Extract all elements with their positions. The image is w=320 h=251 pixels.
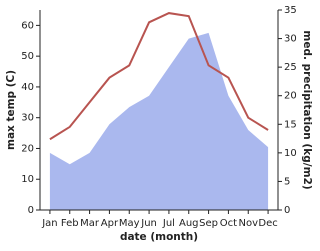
x-tick-label: Sep xyxy=(199,218,218,229)
x-tick-label: Apr xyxy=(101,218,119,229)
y2-axis-label: med. precipitation (kg/m2) xyxy=(301,30,313,189)
y-tick-label: 20 xyxy=(21,143,34,154)
x-tick-label: Dec xyxy=(258,218,277,229)
y-tick-label: 10 xyxy=(21,174,34,185)
x-tick-label: Mar xyxy=(80,218,100,229)
chart: date (month) max temp (C) med. precipita… xyxy=(5,5,313,243)
y2-tick-label: 0 xyxy=(284,205,290,216)
y-tick-label: 0 xyxy=(28,205,34,216)
y-axis-label: max temp (C) xyxy=(5,70,17,150)
y2-tick-label: 20 xyxy=(284,91,297,102)
x-axis-label: date (month) xyxy=(120,231,198,243)
x-tick-label: May xyxy=(119,218,140,229)
y-tick-label: 50 xyxy=(21,51,34,62)
y2-tick-label: 5 xyxy=(284,176,290,187)
x-tick-label: Aug xyxy=(179,218,199,229)
y-tick-label: 40 xyxy=(21,82,34,93)
line xyxy=(49,12,269,141)
y2-tick-label: 10 xyxy=(284,148,297,159)
y2-tick-label: 15 xyxy=(284,119,297,130)
y2-tick-label: 35 xyxy=(284,5,297,16)
area xyxy=(49,32,269,210)
x-tick-label: Jan xyxy=(41,218,57,229)
x-tick-label: Feb xyxy=(61,218,79,229)
y2-tick-label: 30 xyxy=(284,34,297,45)
x-tick-label: Nov xyxy=(238,218,258,229)
x-tick-label: Jun xyxy=(140,218,157,229)
y-tick-label: 30 xyxy=(21,113,34,124)
y2-tick-label: 25 xyxy=(284,62,297,73)
y-tick-label: 60 xyxy=(21,20,34,31)
x-tick-label: Oct xyxy=(220,218,237,229)
x-tick-label: Jul xyxy=(162,218,175,229)
